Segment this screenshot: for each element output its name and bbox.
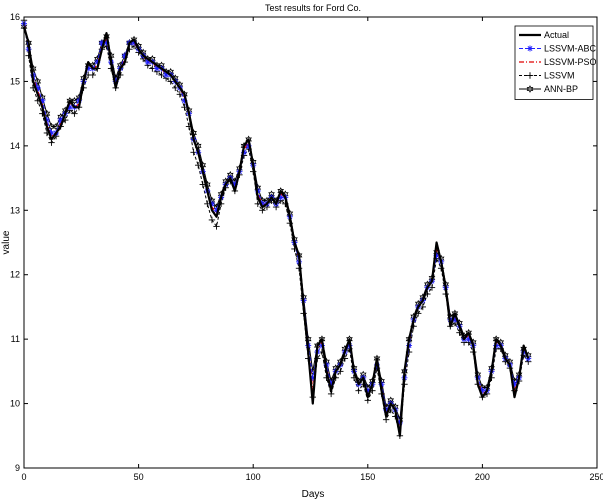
x-tick-label: 0 — [21, 472, 26, 482]
legend-item: LSSVM — [519, 71, 575, 81]
plot-frame — [23, 16, 598, 469]
y-tick-label: 12 — [10, 270, 20, 280]
y-tick-label: 11 — [11, 334, 20, 344]
x-axis-label: Days — [302, 489, 325, 500]
legend-marker — [527, 45, 533, 52]
data-point — [208, 216, 216, 224]
series-line — [23, 26, 529, 421]
legend-label: ANN-BP — [544, 84, 578, 94]
legend-item: LSSVM-ABC — [519, 44, 597, 54]
x-tick-label: 100 — [246, 472, 261, 482]
series-lssvm-abc — [21, 20, 532, 426]
data-point — [71, 110, 78, 117]
chart-title: Test results for Ford Co. — [265, 3, 361, 13]
data-point — [89, 71, 96, 79]
data-point — [355, 387, 362, 394]
legend-label: LSSVM-PSO — [544, 57, 597, 67]
y-axis-label: value — [1, 230, 12, 254]
legend: Actual LSSVM-ABC LSSVM-PSO LSSVM ANN-BP — [514, 25, 597, 100]
x-tick-label: 200 — [475, 472, 490, 482]
x-axis: 0 50 100 150 200 250 — [21, 17, 603, 482]
legend-item: Actual — [519, 30, 569, 40]
series-lssvm — [20, 17, 532, 439]
y-tick-label: 9 — [15, 463, 20, 473]
y-tick-label: 14 — [10, 141, 20, 151]
series-line — [23, 23, 529, 424]
series-lssvm-pso — [23, 23, 529, 430]
legend-label: LSSVM-ABC — [544, 44, 597, 54]
legend-item: ANN-BP — [519, 84, 578, 94]
y-axis: 9 10 11 12 13 14 15 16 — [10, 12, 597, 473]
x-tick-label: 50 — [134, 472, 144, 482]
legend-marker — [526, 72, 534, 79]
data-point — [213, 223, 220, 230]
series-line — [23, 23, 529, 430]
legend-item: LSSVM-PSO — [519, 57, 597, 67]
plot-area — [20, 17, 532, 439]
legend-label: Actual — [544, 30, 569, 40]
y-tick-label: 16 — [10, 12, 20, 22]
y-tick-label: 15 — [10, 76, 20, 86]
y-tick-label: 13 — [10, 205, 20, 215]
series-line — [22, 26, 530, 437]
legend-label: LSSVM — [544, 71, 575, 81]
series-actual — [22, 26, 530, 437]
series-line — [23, 20, 529, 437]
series-ann-bp — [20, 22, 532, 424]
x-tick-label: 150 — [360, 472, 375, 482]
legend-marker — [526, 85, 534, 93]
x-tick-label: 250 — [589, 472, 603, 482]
y-tick-label: 10 — [10, 399, 20, 409]
